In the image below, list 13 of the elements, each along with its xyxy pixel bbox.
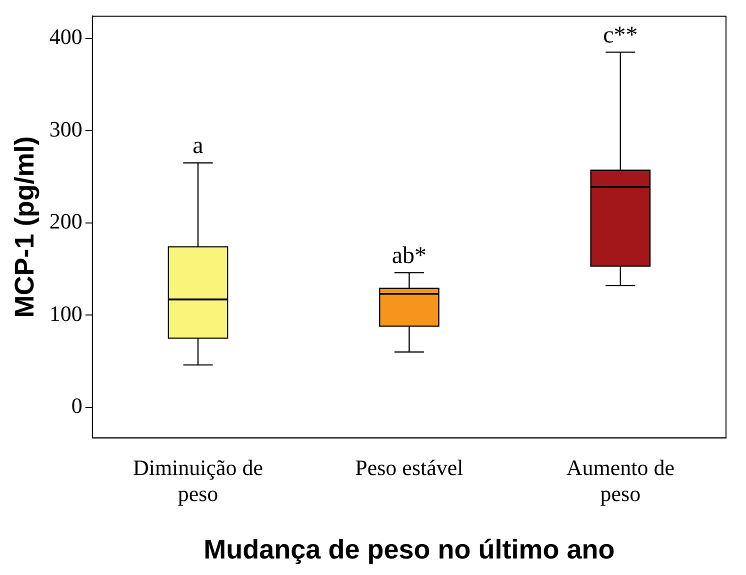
x-tick-label: Peso estável xyxy=(355,454,464,480)
x-tick-label: Diminuição de peso xyxy=(132,454,264,506)
y-tick-label: 300 xyxy=(49,116,82,142)
y-axis-title: MCP-1 (pg/ml) xyxy=(10,136,40,318)
annotation: c** xyxy=(603,22,638,48)
x-tick-label: Aumento de peso xyxy=(566,454,674,506)
annotation: ab* xyxy=(392,242,427,269)
x-axis-title: Mudança de peso no último ano xyxy=(204,534,615,564)
annotation: a xyxy=(192,133,204,160)
y-tick-label: 400 xyxy=(49,24,82,50)
y-tick-label: 0 xyxy=(71,393,82,418)
y-tick-label: 100 xyxy=(49,300,82,326)
y-tick-label: 200 xyxy=(49,208,82,234)
